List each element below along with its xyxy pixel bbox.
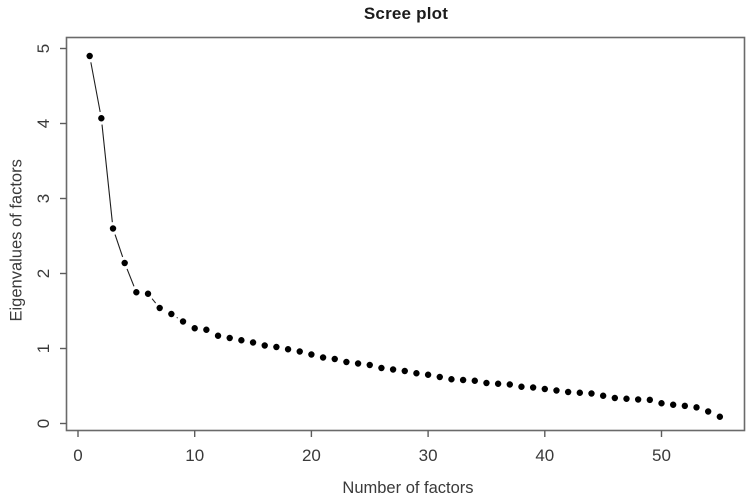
data-point bbox=[378, 364, 385, 372]
data-point bbox=[448, 376, 455, 383]
x-tick-label: 0 bbox=[73, 446, 82, 465]
data-point bbox=[238, 337, 245, 344]
data-point bbox=[576, 389, 584, 396]
data-point bbox=[354, 360, 362, 367]
x-tick-label: 20 bbox=[302, 446, 321, 465]
data-point bbox=[518, 383, 525, 390]
x-axis-title: Number of factors bbox=[342, 479, 474, 497]
data-point bbox=[168, 310, 175, 318]
data-point bbox=[214, 332, 222, 339]
data-point bbox=[226, 334, 233, 342]
data-point bbox=[669, 401, 677, 408]
data-point bbox=[436, 373, 443, 381]
data-point bbox=[366, 361, 373, 369]
connector-line bbox=[151, 298, 157, 304]
connector-line bbox=[114, 234, 124, 258]
data-point bbox=[133, 289, 140, 296]
data-point bbox=[261, 342, 268, 349]
y-axis-title: Eigenvalues of factors bbox=[7, 159, 26, 322]
data-point bbox=[483, 379, 490, 387]
data-point bbox=[494, 380, 502, 387]
data-point bbox=[203, 326, 210, 333]
y-tick-label: 2 bbox=[34, 269, 53, 278]
data-point bbox=[98, 115, 105, 122]
data-point bbox=[693, 404, 700, 411]
data-point bbox=[401, 367, 408, 375]
y-tick-label: 0 bbox=[34, 419, 53, 428]
data-point bbox=[413, 370, 420, 377]
data-point bbox=[681, 402, 689, 410]
data-point bbox=[343, 358, 350, 366]
data-point bbox=[646, 396, 654, 404]
data-point bbox=[121, 259, 128, 267]
data-point bbox=[529, 384, 537, 391]
data-point bbox=[459, 376, 467, 384]
y-tick-label: 3 bbox=[34, 194, 53, 203]
connector-line bbox=[90, 62, 101, 113]
data-point bbox=[704, 408, 712, 415]
data-point bbox=[506, 381, 513, 388]
plot-border bbox=[65, 36, 746, 432]
data-point bbox=[564, 388, 572, 396]
data-point bbox=[296, 348, 303, 355]
data-point bbox=[553, 387, 560, 394]
data-point bbox=[319, 354, 327, 361]
data-point bbox=[658, 400, 665, 407]
data-point bbox=[599, 392, 607, 399]
y-tick-label: 5 bbox=[34, 44, 53, 53]
data-point bbox=[249, 339, 257, 346]
y-tick-label: 4 bbox=[34, 119, 53, 128]
data-point bbox=[273, 343, 280, 351]
connector-line bbox=[126, 268, 135, 287]
data-point bbox=[541, 385, 548, 393]
data-point bbox=[389, 366, 397, 373]
data-point bbox=[109, 225, 117, 232]
data-point bbox=[588, 390, 595, 397]
y-tick-label: 1 bbox=[34, 344, 53, 353]
connector-line bbox=[101, 124, 113, 223]
data-point bbox=[424, 371, 432, 378]
data-point bbox=[191, 325, 198, 332]
data-point bbox=[623, 395, 630, 402]
data-point bbox=[284, 346, 292, 353]
x-tick-label: 30 bbox=[419, 446, 438, 465]
connector-line bbox=[176, 316, 178, 319]
data-point bbox=[471, 377, 478, 384]
x-tick-label: 50 bbox=[652, 446, 671, 465]
data-point bbox=[144, 290, 152, 297]
data-point bbox=[86, 52, 93, 60]
data-point bbox=[156, 304, 163, 312]
data-point bbox=[634, 396, 642, 403]
x-tick-label: 10 bbox=[185, 446, 204, 465]
data-point bbox=[716, 413, 724, 420]
x-tick-label: 40 bbox=[535, 446, 554, 465]
data-point bbox=[179, 318, 187, 325]
data-point bbox=[611, 394, 619, 402]
chart-title: Scree plot bbox=[363, 4, 449, 23]
data-point bbox=[308, 351, 315, 358]
data-point bbox=[331, 355, 338, 363]
